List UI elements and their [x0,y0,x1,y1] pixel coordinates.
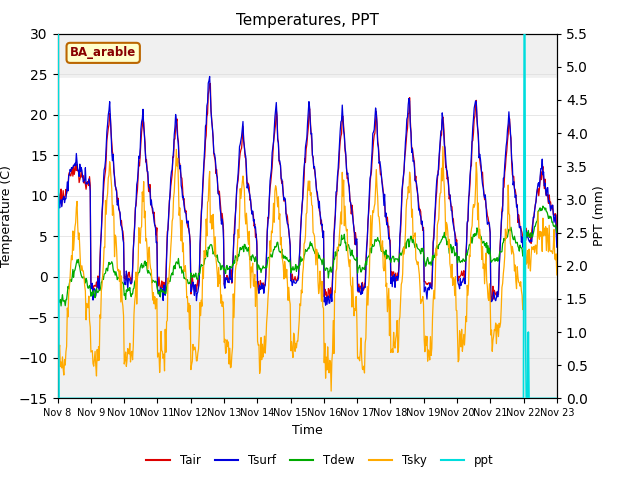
Title: Temperatures, PPT: Temperatures, PPT [236,13,379,28]
Y-axis label: PPT (mm): PPT (mm) [593,186,606,246]
Text: BA_arable: BA_arable [70,47,136,60]
Y-axis label: Temperature (C): Temperature (C) [0,165,13,267]
X-axis label: Time: Time [292,424,323,437]
Bar [58,78,557,297]
Legend: Tair, Tsurf, Tdew, Tsky, ppt: Tair, Tsurf, Tdew, Tsky, ppt [141,449,499,472]
